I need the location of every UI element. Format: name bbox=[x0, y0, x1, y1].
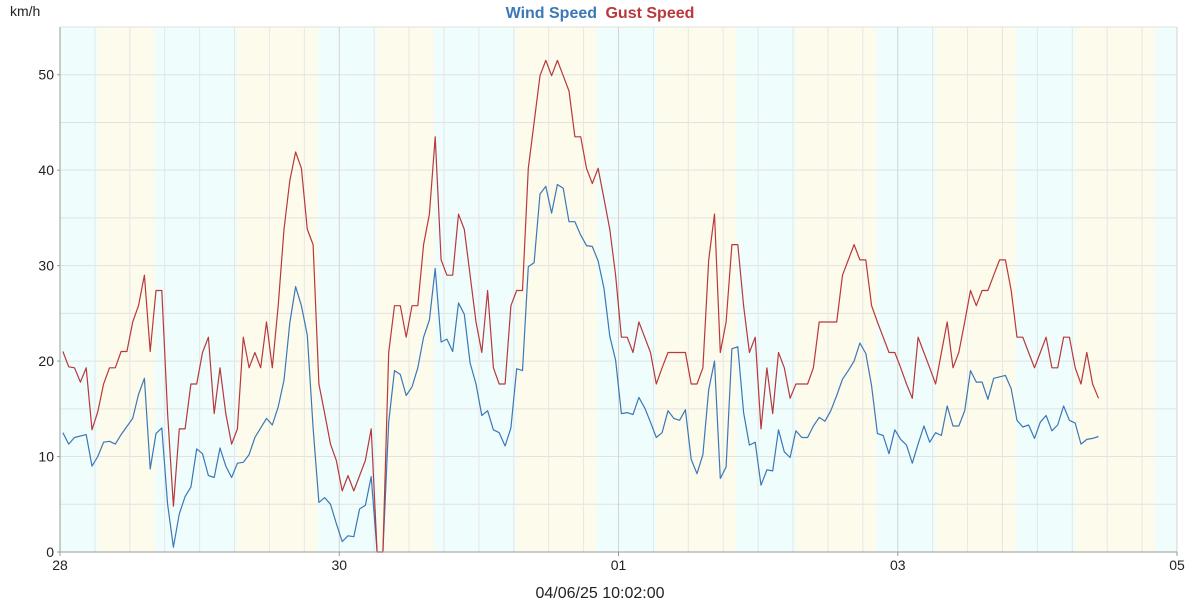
title-gust-speed: Gust Speed bbox=[605, 5, 694, 22]
y-tick-label-30: 30 bbox=[38, 258, 54, 274]
title-wind-speed: Wind Speed bbox=[506, 5, 597, 22]
y-tick-label-20: 20 bbox=[38, 353, 54, 369]
y-tick-label-0: 0 bbox=[46, 544, 54, 560]
day-band-1 bbox=[237, 27, 318, 552]
x-tick-label-01: 01 bbox=[611, 557, 627, 573]
y-tick-label-10: 10 bbox=[38, 449, 54, 465]
series-line-wind-speed bbox=[62, 183, 1099, 553]
chart-title: Wind Speed Gust Speed bbox=[506, 5, 695, 22]
day-band-6 bbox=[935, 27, 1016, 552]
day-band-0 bbox=[97, 27, 155, 552]
y-tick-label-40: 40 bbox=[38, 162, 54, 178]
day-band-3 bbox=[516, 27, 597, 552]
x-tick-label-05: 05 bbox=[1169, 557, 1185, 573]
x-tick-label-03: 03 bbox=[890, 557, 906, 573]
y-axis-unit: km/h bbox=[10, 3, 40, 19]
series-layer bbox=[62, 59, 1100, 553]
x-tick-label-30: 30 bbox=[331, 557, 347, 573]
series-line-gust-speed bbox=[62, 59, 1100, 553]
y-tick-label-50: 50 bbox=[38, 67, 54, 83]
axes: 0 10 20 30 40 50 28 30 01 03 05 bbox=[38, 27, 1185, 573]
day-band-5 bbox=[795, 27, 877, 552]
day-band-7 bbox=[1075, 27, 1156, 552]
x-tick-label-28: 28 bbox=[52, 557, 68, 573]
timestamp-footer: 04/06/25 10:02:00 bbox=[535, 585, 664, 600]
